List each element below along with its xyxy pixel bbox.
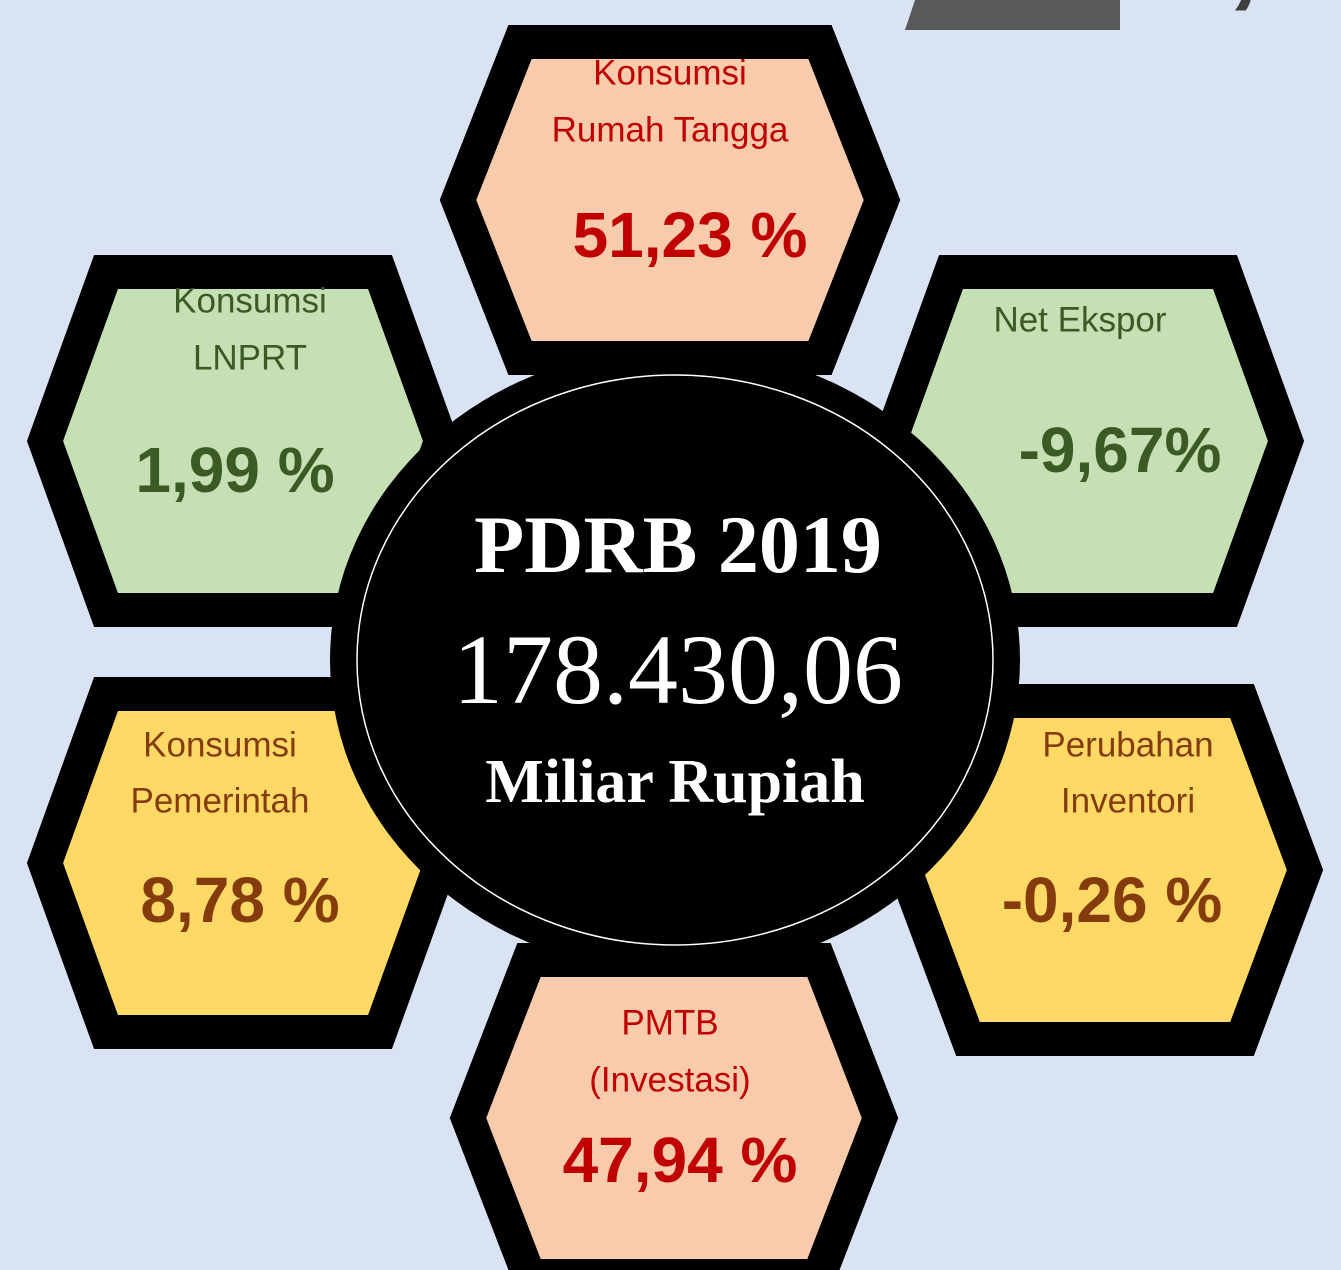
node-label: (Investasi) — [589, 1060, 750, 1099]
center-title: PDRB 2019 — [474, 499, 882, 590]
node-label: Konsumsi — [173, 281, 327, 320]
center-ring — [356, 374, 994, 946]
node-label: Inventori — [1061, 781, 1195, 820]
node-value: 47,94 % — [563, 1124, 798, 1196]
node-label: Net Ekspor — [993, 300, 1166, 339]
node-value: 8,78 % — [140, 864, 339, 936]
bar-icon — [905, 0, 1120, 30]
node-label: Pemerintah — [131, 781, 310, 820]
corner-text: 6,70 — [1160, 0, 1341, 18]
node-value: -0,26 % — [1002, 864, 1223, 936]
hexagon — [439, 25, 901, 375]
node-label: Konsumsi — [143, 725, 297, 764]
node-label: LNPRT — [193, 338, 307, 377]
center-unit: Miliar Rupiah — [485, 748, 865, 816]
center-value: 178.430,06 — [453, 614, 903, 725]
node-label: PMTB — [621, 1003, 718, 1042]
hexagon — [449, 943, 899, 1270]
node-value: 51,23 % — [573, 199, 808, 271]
node-label: Rumah Tangga — [552, 110, 789, 149]
center-circle — [330, 348, 1020, 972]
node-label: Konsumsi — [593, 53, 747, 92]
node-label: Perubahan — [1042, 725, 1213, 764]
node-value: -9,67% — [1019, 414, 1222, 486]
node-value: 1,99 % — [135, 434, 334, 506]
